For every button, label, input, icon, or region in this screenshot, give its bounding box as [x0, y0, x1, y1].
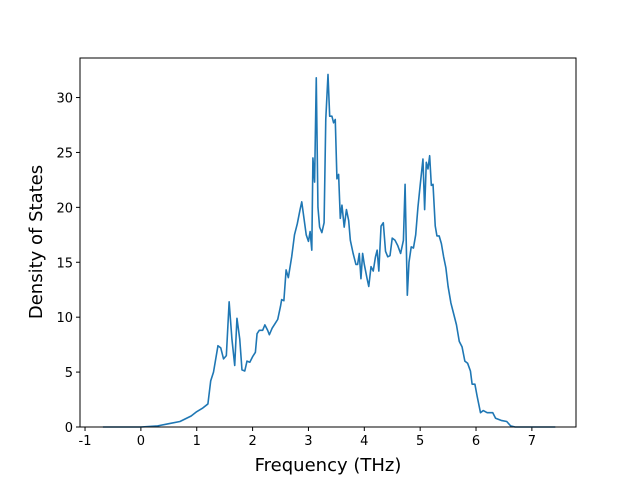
y-tick-label: 10: [56, 311, 73, 326]
plot-frame: [79, 57, 577, 428]
x-tick-label: 1: [193, 434, 201, 449]
y-tick-label: 20: [56, 201, 73, 216]
x-tick-label: 0: [137, 434, 145, 449]
x-tick-label: 5: [416, 434, 424, 449]
y-axis-label: Density of States: [26, 165, 47, 319]
y-tick-label: 0: [65, 421, 73, 436]
x-tick-label: 4: [360, 434, 368, 449]
x-tick-label: 7: [528, 434, 536, 449]
y-tick-label: 15: [56, 256, 73, 271]
x-tick-label: 6: [472, 434, 480, 449]
x-tick-label: -1: [79, 434, 92, 449]
x-tick-label: 3: [304, 434, 312, 449]
y-tick-label: 25: [56, 146, 73, 161]
x-axis-label: Frequency (THz): [255, 455, 402, 476]
y-tick-label: 5: [65, 366, 73, 381]
line-series: [102, 73, 556, 428]
x-tick-label: 2: [248, 434, 256, 449]
y-tick-label: 30: [56, 92, 73, 107]
